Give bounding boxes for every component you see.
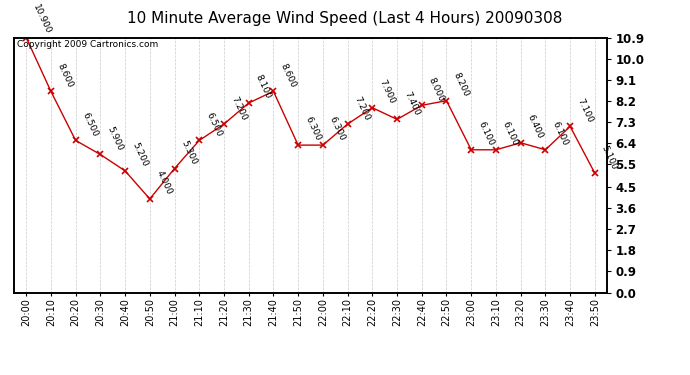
Text: 5.300: 5.300 <box>179 139 199 166</box>
Text: 6.500: 6.500 <box>81 111 99 138</box>
Text: 7.400: 7.400 <box>402 90 421 117</box>
Text: 6.400: 6.400 <box>526 113 544 140</box>
Text: 10.900: 10.900 <box>31 3 52 35</box>
Text: Copyright 2009 Cartronics.com: Copyright 2009 Cartronics.com <box>17 40 158 49</box>
Text: 8.100: 8.100 <box>254 74 273 100</box>
Text: 6.100: 6.100 <box>501 120 520 147</box>
Text: 7.100: 7.100 <box>575 97 594 124</box>
Text: 6.500: 6.500 <box>204 111 224 138</box>
Text: 8.600: 8.600 <box>278 62 297 89</box>
Text: 8.000: 8.000 <box>426 76 446 103</box>
Text: 7.200: 7.200 <box>353 94 372 122</box>
Text: 10 Minute Average Wind Speed (Last 4 Hours) 20090308: 10 Minute Average Wind Speed (Last 4 Hou… <box>128 11 562 26</box>
Text: 5.100: 5.100 <box>600 144 619 171</box>
Text: 7.900: 7.900 <box>377 78 396 105</box>
Text: 8.600: 8.600 <box>56 62 75 89</box>
Text: 8.200: 8.200 <box>451 71 471 98</box>
Text: 5.200: 5.200 <box>130 141 149 168</box>
Text: 6.100: 6.100 <box>476 120 495 147</box>
Text: 6.300: 6.300 <box>328 116 347 143</box>
Text: 4.000: 4.000 <box>155 170 174 196</box>
Text: 6.100: 6.100 <box>551 120 569 147</box>
Text: 6.300: 6.300 <box>303 116 322 143</box>
Text: 5.900: 5.900 <box>106 125 124 152</box>
Text: 7.200: 7.200 <box>229 94 248 122</box>
